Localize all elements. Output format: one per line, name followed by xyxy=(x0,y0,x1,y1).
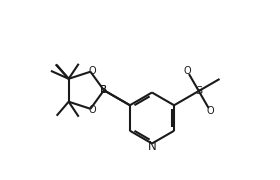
Text: O: O xyxy=(207,106,214,116)
Text: B: B xyxy=(100,85,108,95)
Text: B: B xyxy=(100,85,108,95)
Text: N: N xyxy=(148,140,156,152)
Text: O: O xyxy=(88,105,96,115)
Text: O: O xyxy=(88,66,96,76)
Text: S: S xyxy=(195,86,202,96)
Text: O: O xyxy=(183,66,191,76)
